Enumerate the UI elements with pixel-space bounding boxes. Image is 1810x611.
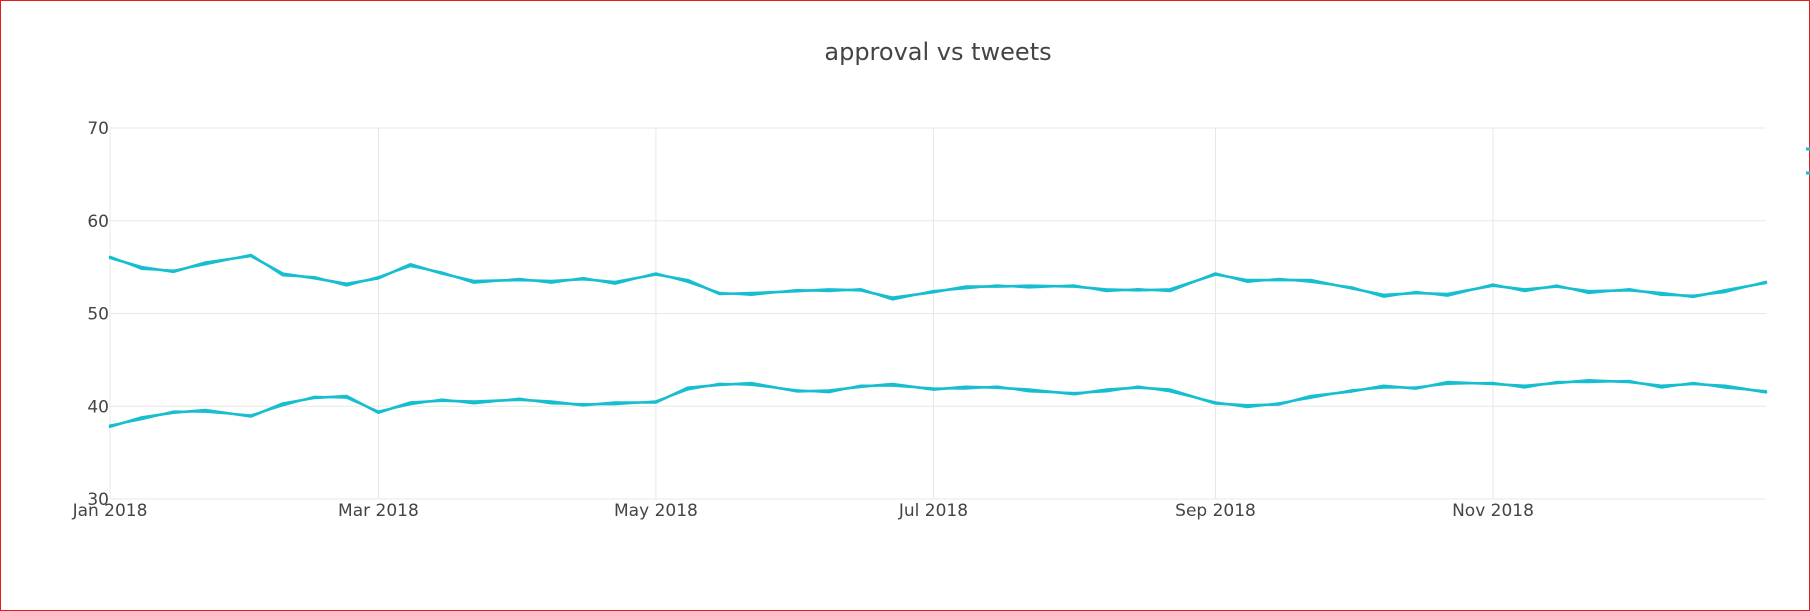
x-tick-label: Mar 2018 bbox=[338, 501, 419, 521]
series-line-1-overlay bbox=[108, 253, 1768, 301]
y-axis-ticks: 30 40 50 60 70 bbox=[87, 119, 109, 510]
y-tick-label: 70 bbox=[87, 119, 109, 139]
chart-title: approval vs tweets bbox=[824, 38, 1051, 66]
series-lines bbox=[108, 253, 1768, 428]
x-tick-label: Sep 2018 bbox=[1175, 501, 1256, 521]
x-tick-label: May 2018 bbox=[614, 501, 698, 521]
legend bbox=[1806, 147, 1810, 175]
y-tick-label: 60 bbox=[87, 212, 109, 232]
x-tick-label: Jul 2018 bbox=[898, 501, 968, 521]
x-tick-label: Jan 2018 bbox=[72, 501, 148, 521]
grid-lines bbox=[109, 127, 1766, 500]
x-axis-ticks: Jan 2018 Mar 2018 May 2018 Jul 2018 Sep 2018… bbox=[72, 501, 1534, 521]
x-tick-label: Nov 2018 bbox=[1452, 501, 1534, 521]
series-line-2-overlay bbox=[108, 379, 1768, 427]
y-tick-label: 50 bbox=[87, 305, 109, 325]
series-line-1[interactable] bbox=[108, 254, 1768, 299]
series-line-2[interactable] bbox=[108, 379, 1768, 428]
y-tick-label: 40 bbox=[87, 397, 109, 417]
y-tick-label: 30 bbox=[87, 490, 109, 510]
